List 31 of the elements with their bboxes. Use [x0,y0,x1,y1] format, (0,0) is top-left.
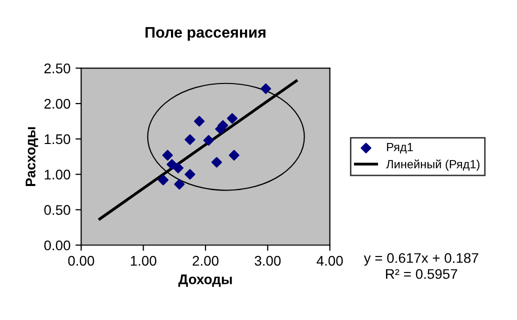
y-tick-label: 0.50 [44,205,70,215]
x-axis-title: Доходы [178,274,232,287]
point [211,157,222,168]
text: y = 0.617x + 0.187 [364,253,478,266]
text: R² = 0.5957 [386,269,458,279]
y-tick-label: 1.00 [44,170,70,180]
point [174,178,185,190]
x-tick-label: 4.00 [316,256,343,266]
y-tick-label: 0.00 [44,240,70,250]
point [172,162,184,174]
x-tick-label: 2.00 [192,256,218,266]
point [226,113,238,124]
legend-label: Ряд1 [387,143,413,154]
chart-title: Поле рассеяния [146,27,266,41]
point [203,135,214,146]
y-tick-label: 2.00 [44,98,70,109]
x-tick-label: 0.00 [68,256,94,266]
point [228,150,240,161]
x-tick-label: 1.00 [130,256,156,266]
y-tick-label: 1.50 [44,134,70,144]
point [184,169,196,180]
point [162,150,173,161]
point [158,174,169,186]
point [166,159,178,170]
point [194,116,205,127]
point [260,83,272,94]
y-axis-title: Расходы [26,127,38,186]
x-tick-label: 3.00 [254,256,281,266]
y-tick-label: 2.50 [44,63,70,74]
point [184,134,196,145]
legend-label: Линейный (Ряд1) [386,159,480,171]
